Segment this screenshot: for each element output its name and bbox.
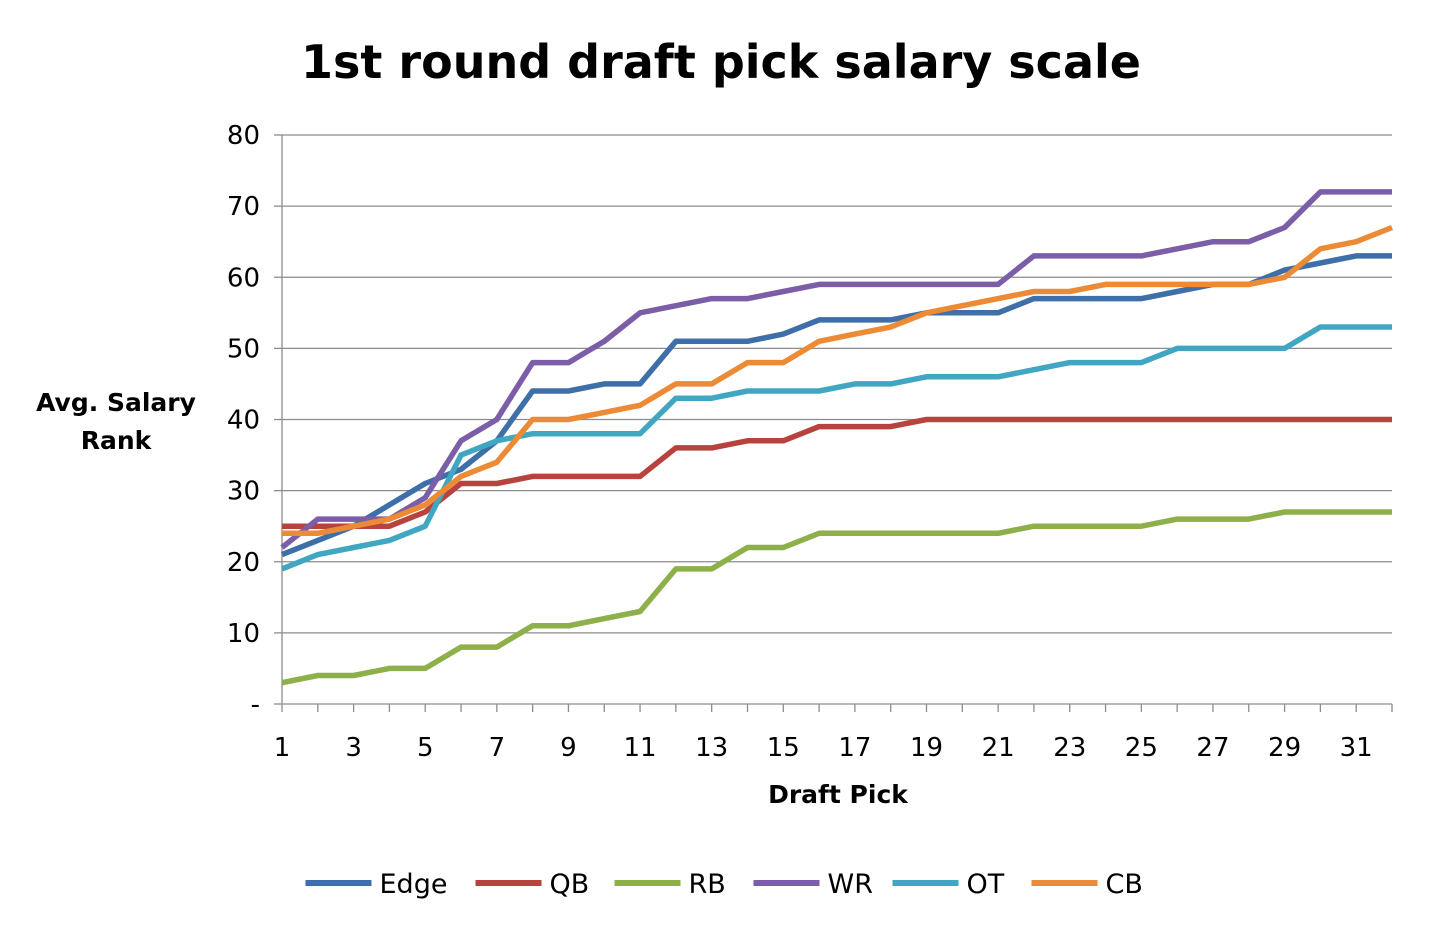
legend-item-qb: QB: [475, 869, 590, 900]
y-axis-title-line-1: Avg. Salary: [36, 388, 196, 417]
x-tick-label: 27: [1196, 733, 1229, 763]
x-tick-label: 23: [1053, 733, 1086, 763]
legend-label: CB: [1106, 869, 1143, 900]
legend: Edge QB RB WR OT CB: [305, 869, 1143, 900]
y-tick-label: 50: [227, 334, 260, 364]
legend-label: Edge: [380, 869, 448, 900]
legend-label: WR: [828, 869, 873, 900]
x-tick-label: 19: [910, 733, 943, 763]
legend-label: RB: [689, 869, 726, 900]
y-axis-title-line-2: Rank: [81, 426, 153, 455]
x-tick-label: 13: [695, 733, 728, 763]
legend-label: QB: [550, 869, 590, 900]
series-line-rb: [281, 509, 1392, 686]
y-tick-label: 70: [227, 192, 260, 222]
y-tick-labels: - 10 20 30 40 50 60 70 80: [227, 121, 260, 720]
x-tick-label: 5: [417, 733, 434, 763]
series-line-wr: [280, 189, 1392, 550]
series-line-qb: [282, 416, 1392, 529]
x-tick-label: 1: [274, 733, 291, 763]
x-tick-label: 25: [1125, 733, 1158, 763]
y-tick-label: 10: [227, 619, 260, 649]
y-tick-label: 20: [227, 548, 260, 578]
x-tick-label: 15: [767, 733, 800, 763]
chart-title: 1st round draft pick salary scale: [301, 35, 1141, 89]
y-tick-label: 60: [227, 263, 260, 293]
x-tick-label: 31: [1340, 733, 1373, 763]
legend-item-wr: WR: [753, 869, 873, 900]
legend-item-rb: RB: [614, 869, 726, 900]
gridlines: [282, 134, 1392, 634]
y-tick-label: 30: [227, 477, 260, 507]
legend-label: OT: [967, 869, 1005, 900]
x-tick-label: 17: [838, 733, 871, 763]
axes: [274, 134, 1393, 712]
series-line-cb: [282, 224, 1394, 537]
x-axis-title: Draft Pick: [768, 780, 909, 809]
legend-item-cb: CB: [1031, 869, 1143, 900]
y-tick-label: -: [251, 690, 260, 720]
legend-item-edge: Edge: [305, 869, 448, 900]
series-line-ot: [280, 324, 1392, 572]
y-tick-label: 80: [227, 121, 260, 151]
x-tick-label: 29: [1268, 733, 1301, 763]
x-tick-label: 21: [982, 733, 1015, 763]
x-tick-label: 9: [560, 733, 577, 763]
legend-item-ot: OT: [892, 869, 1005, 900]
x-tick-label: 11: [624, 733, 657, 763]
x-tick-label: 7: [489, 733, 506, 763]
series-line-edge: [280, 253, 1392, 558]
x-tick-label: 3: [345, 733, 362, 763]
series-lines: [280, 189, 1394, 686]
x-tick-labels: 1 3 5 7 9 11 13 15 17 19 21 23 25 27 29 31: [274, 733, 1373, 763]
y-tick-label: 40: [227, 406, 260, 436]
